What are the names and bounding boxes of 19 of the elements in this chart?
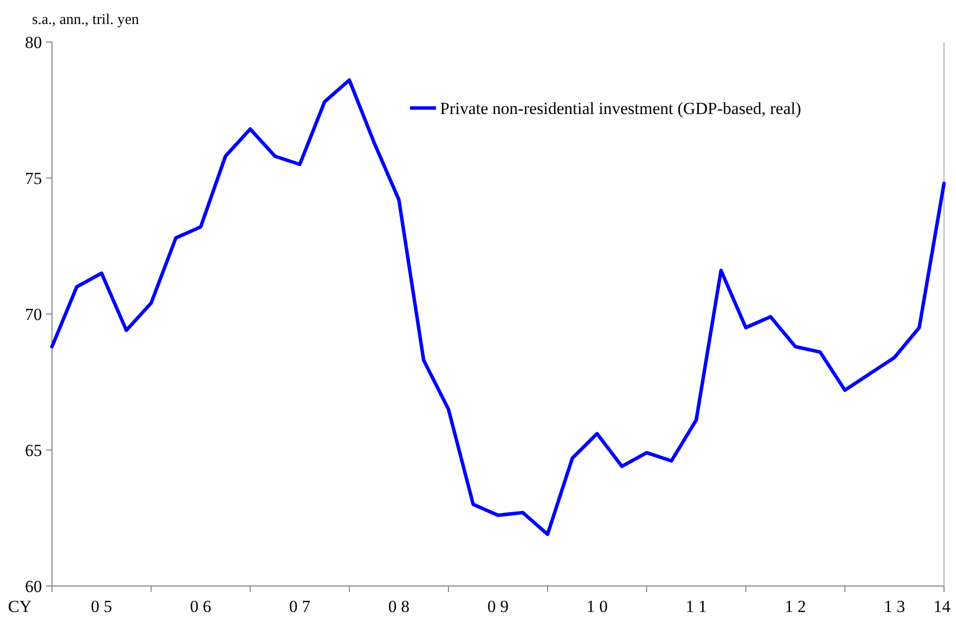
x-tick-label: 0 8 — [388, 597, 410, 616]
line-series — [50, 78, 946, 536]
y-tick-label: 65 — [25, 440, 42, 460]
x-tick-label: 1 1 — [686, 597, 707, 616]
x-tick-label: 0 6 — [190, 597, 212, 616]
x-axis-title: CY — [8, 597, 32, 616]
y-tick-label: 80 — [25, 32, 42, 52]
y-tick-label: 60 — [25, 576, 42, 596]
legend-label: Private non-residential investment (GDP-based, real) — [440, 98, 802, 118]
y-tick-label: 75 — [25, 168, 42, 188]
y-tick-label: 70 — [25, 304, 42, 324]
x-tick-label: 1 0 — [586, 597, 608, 616]
y-axis-title: s.a., ann., tril. yen — [32, 12, 140, 28]
x-tick-label: 0 7 — [289, 597, 311, 616]
x-tick-label: 0 9 — [487, 597, 509, 616]
x-tick-label: 1 3 — [884, 597, 906, 616]
x-tick-label: 14 — [934, 597, 951, 616]
x-tick-label: 0 5 — [90, 597, 112, 616]
x-tick-label: 1 2 — [784, 597, 806, 616]
